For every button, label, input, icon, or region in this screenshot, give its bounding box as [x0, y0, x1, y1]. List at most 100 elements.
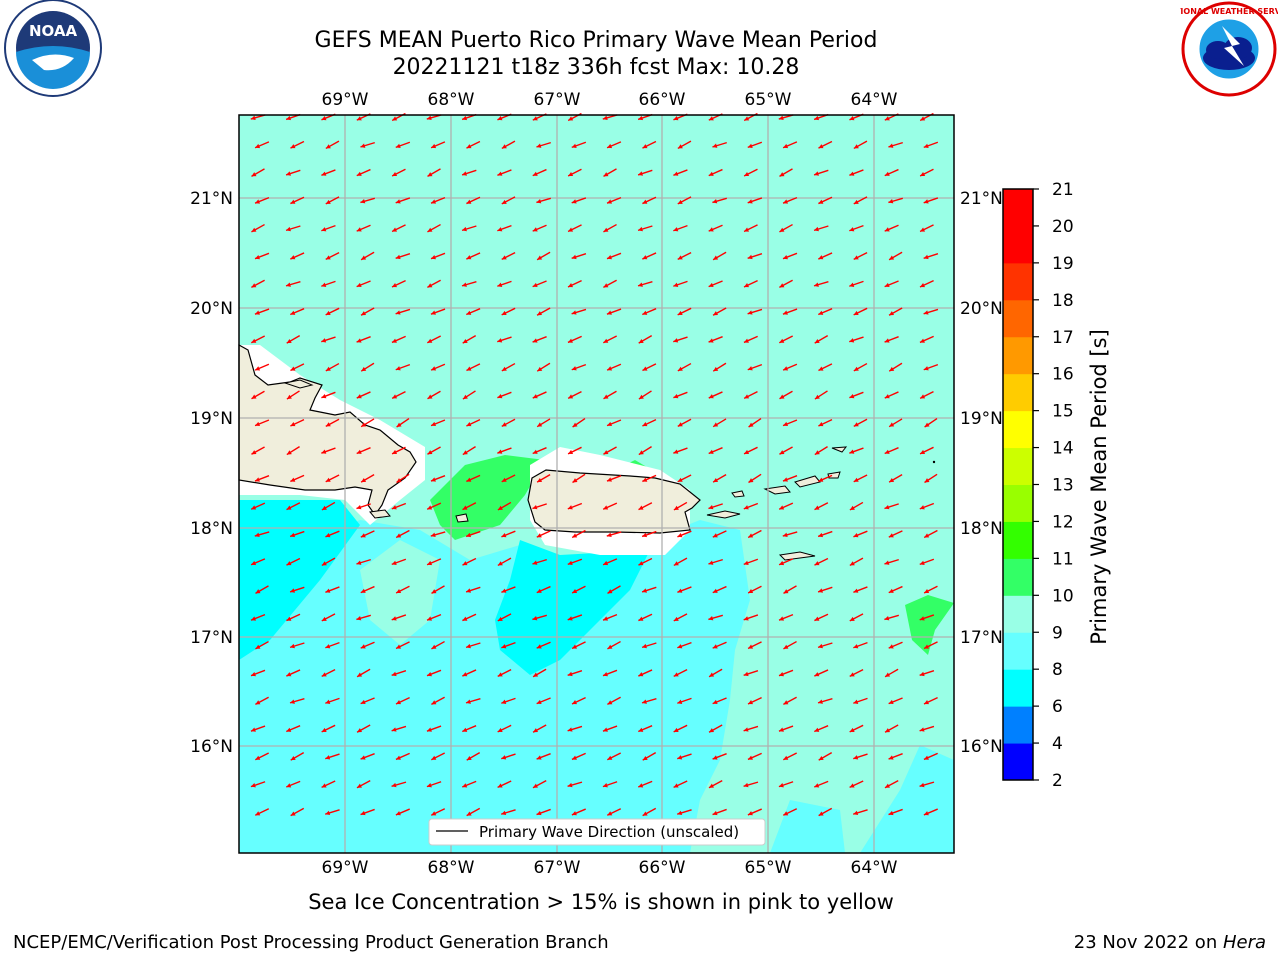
wave-direction-arrow	[743, 390, 758, 400]
wave-direction-arrow	[677, 140, 692, 150]
wave-direction-arrow	[571, 141, 587, 149]
wave-direction-arrow	[712, 697, 727, 705]
wave-direction-arrow	[602, 725, 618, 732]
wave-direction-arrow	[395, 529, 410, 539]
wave-direction-arrow	[923, 641, 938, 650]
wave-direction-arrow	[251, 168, 265, 177]
wave-direction-arrow	[536, 753, 551, 760]
wave-direction-arrow	[391, 670, 407, 677]
wave-direction-arrow	[289, 586, 305, 593]
wave-direction-arrow	[396, 418, 410, 428]
wave-direction-arrow	[391, 335, 406, 344]
map-subtitle: 20221121 t18z 336h fcst Max: 10.28	[392, 55, 800, 80]
wave-direction-arrow	[536, 474, 551, 483]
wave-direction-arrow	[747, 585, 762, 594]
wave-direction-arrow	[325, 809, 340, 816]
map-frame	[238, 114, 955, 854]
wave-direction-arrow	[572, 418, 586, 428]
lat-label-right: 19°N	[960, 409, 1003, 429]
wave-direction-arrow	[923, 197, 939, 204]
wave-direction-arrow	[536, 197, 552, 204]
wave-direction-arrow	[637, 281, 653, 287]
colorbar-tick-label: 6	[1052, 697, 1063, 717]
period-region-6-8-central	[495, 540, 650, 675]
wave-direction-arrow	[673, 668, 688, 678]
wave-direction-arrow	[290, 807, 305, 817]
lat-label-right: 16°N	[960, 737, 1003, 757]
wave-direction-arrow	[818, 418, 833, 427]
wave-direction-arrow	[567, 781, 583, 788]
colorbar-tick-label: 19	[1052, 254, 1074, 274]
wave-direction-arrow	[673, 613, 688, 622]
wave-direction-arrow	[356, 503, 371, 510]
wave-direction-arrow	[325, 530, 340, 538]
colorbar-segment	[1003, 336, 1033, 375]
wave-direction-arrow	[849, 447, 864, 454]
wave-direction-arrow	[360, 697, 375, 705]
wave-direction-arrow	[919, 224, 934, 233]
colorbar-tick-label: 9	[1052, 623, 1063, 643]
colorbar-segment	[1003, 484, 1033, 522]
wave-direction-arrow	[532, 614, 548, 621]
wave-direction-arrow	[391, 558, 407, 566]
wave-direction-arrow	[325, 641, 340, 649]
wave-direction-arrow	[782, 475, 798, 482]
wave-direction-arrow	[778, 781, 794, 788]
wave-direction-arrow	[254, 141, 270, 149]
wave-direction-arrow	[325, 196, 340, 205]
wave-direction-arrow	[638, 725, 653, 733]
wave-direction-arrow	[637, 169, 653, 176]
wave-direction-arrow	[603, 390, 617, 400]
wave-direction-arrow	[849, 557, 864, 567]
land-puerto-rico	[527, 469, 701, 534]
wave-direction-arrow	[391, 224, 406, 233]
wave-direction-arrow	[606, 196, 622, 204]
wave-direction-arrow	[391, 446, 406, 455]
wave-direction-arrow	[747, 197, 763, 204]
wave-direction-arrow	[673, 391, 688, 399]
lat-label-left: 18°N	[190, 519, 233, 539]
wave-direction-arrow	[536, 530, 551, 538]
wave-direction-arrow	[924, 418, 938, 428]
wave-direction-arrow	[853, 307, 868, 316]
wave-direction-arrow	[391, 614, 407, 621]
wave-direction-arrow	[462, 725, 477, 733]
wave-direction-arrow	[677, 307, 692, 316]
wave-direction-arrow	[536, 808, 551, 816]
wave-direction-arrow	[430, 531, 446, 538]
wave-direction-arrow	[466, 807, 481, 817]
wave-direction-arrow	[536, 362, 551, 372]
lon-label-bottom: 64°W	[851, 858, 898, 878]
lon-label-top: 64°W	[851, 90, 898, 110]
wave-direction-arrow	[743, 558, 759, 566]
wave-direction-arrow	[849, 280, 864, 287]
wave-direction-arrow	[532, 780, 547, 789]
colorbar-tick-label: 15	[1052, 402, 1074, 422]
wave-direction-arrow	[501, 140, 516, 150]
wave-direction-arrow	[919, 390, 934, 400]
wave-direction-arrow	[782, 808, 798, 816]
wave-direction-arrow	[356, 391, 371, 399]
wave-direction-arrow	[321, 391, 336, 399]
wave-direction-arrow	[677, 474, 692, 483]
wave-direction-arrow	[849, 501, 864, 511]
wave-direction-arrow	[813, 169, 829, 176]
colorbar-segment	[1003, 373, 1033, 412]
wave-direction-arrow	[779, 223, 793, 233]
wave-direction-arrow	[778, 335, 794, 344]
land-st-thomas	[763, 485, 791, 495]
wave-direction-arrow	[743, 502, 759, 510]
wave-direction-arrow	[747, 696, 762, 705]
wave-direction-arrow	[321, 169, 336, 176]
wave-direction-arrow	[708, 336, 723, 343]
wave-direction-arrow	[853, 809, 868, 816]
wave-direction-arrow	[849, 668, 864, 678]
wave-direction-arrow	[462, 390, 476, 400]
wave-direction-arrow	[712, 753, 727, 760]
wave-direction-arrow	[325, 697, 340, 704]
wave-direction-arrow	[919, 279, 934, 288]
wave-direction-arrow	[501, 753, 516, 760]
wave-direction-arrow	[853, 251, 868, 261]
wave-direction-arrow	[321, 668, 336, 678]
